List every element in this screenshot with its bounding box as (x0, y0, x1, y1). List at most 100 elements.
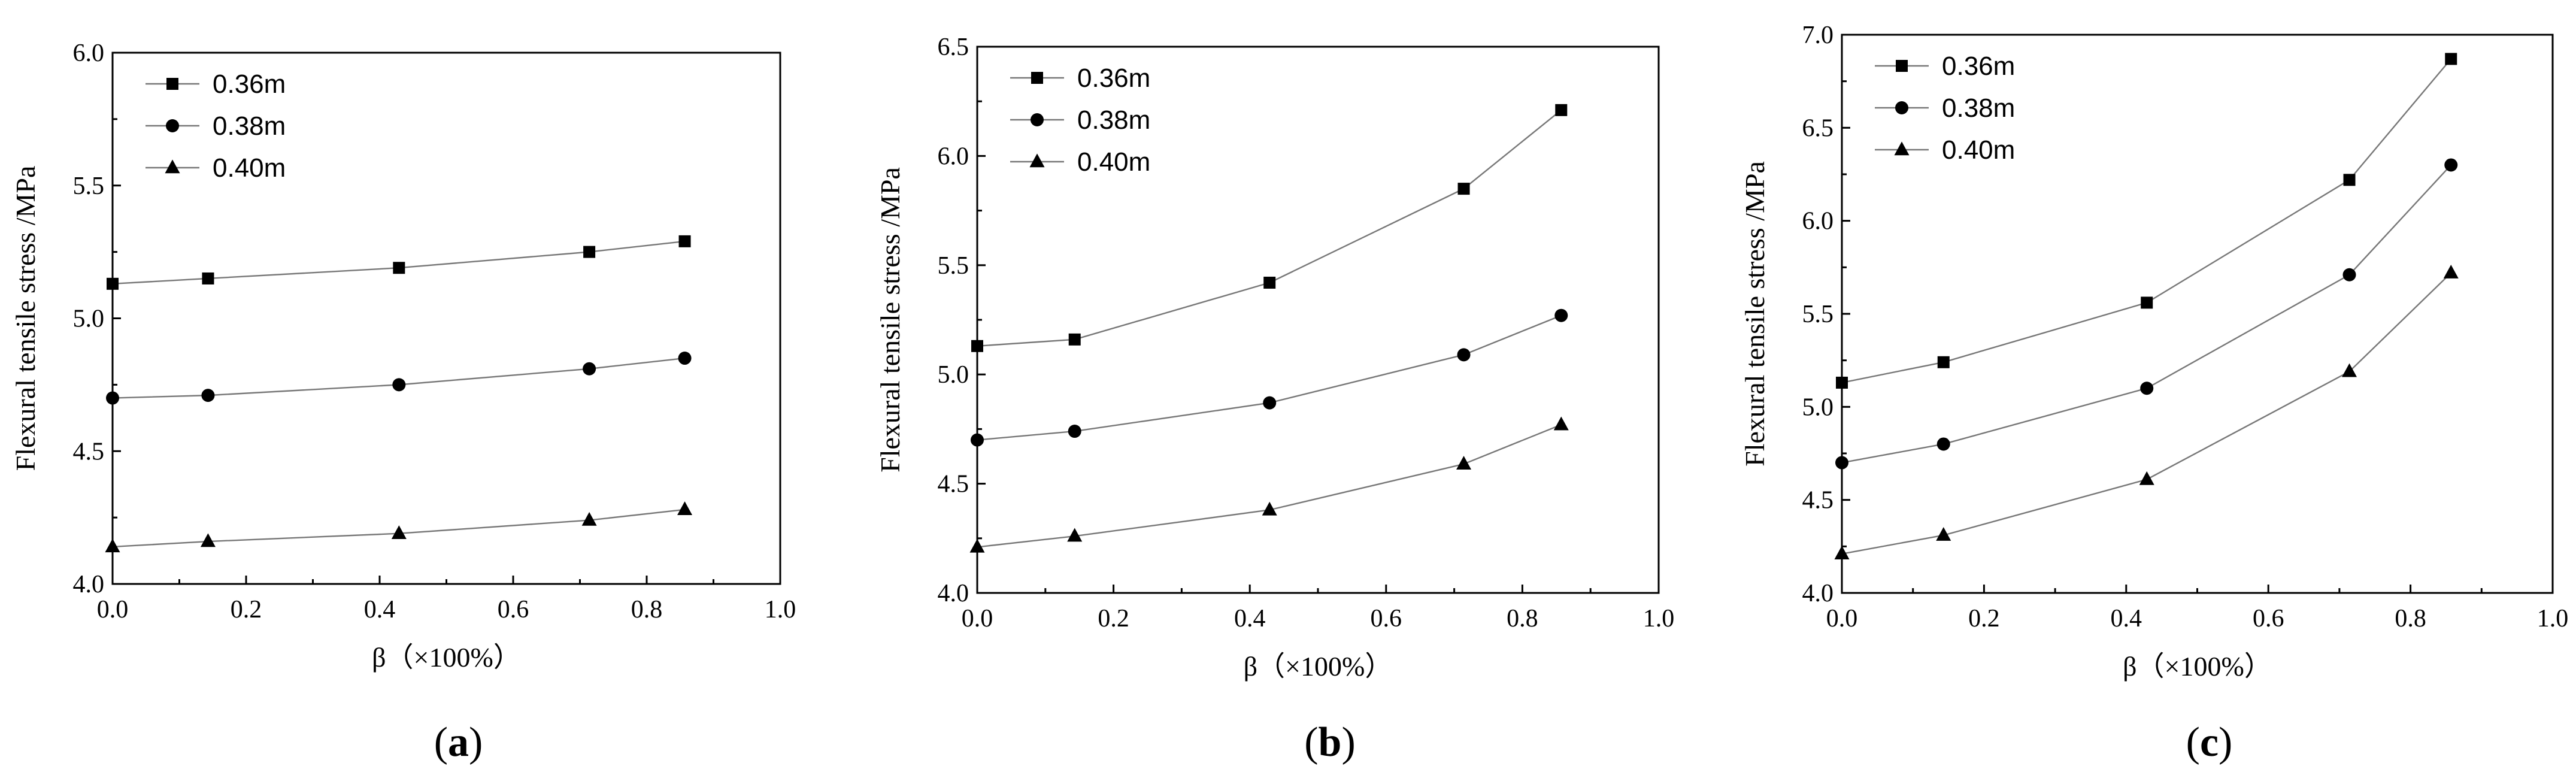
panel-c-series-0.38m-point (1835, 456, 1848, 470)
panel-c-x-tick-label: 0.4 (2111, 605, 2142, 632)
panel-c-legend-label: 0.40m (1942, 135, 2015, 165)
panel-a-y-tick-label: 5.5 (73, 172, 105, 200)
panel-b-y-tick-label: 5.0 (938, 361, 969, 389)
panel-a-series-0.38m-point (106, 391, 119, 405)
panel-b-x-tick-label: 0.8 (1507, 605, 1538, 632)
panel-a-label: (a) (434, 719, 483, 765)
panel-c-legend-marker (1896, 60, 1908, 72)
panel-b-series-0.38m-point (1457, 348, 1471, 362)
panel-a-series-0.38m-point (678, 352, 692, 365)
panel-c-legend-label: 0.38m (1942, 93, 2015, 123)
panel-b-y-axis-label: Flexural tensile stress /MPa (875, 167, 905, 473)
panel-a-x-tick-label: 1.0 (765, 596, 796, 623)
panel-a-series-0.38m-point (583, 362, 596, 376)
panel-b-series-0.38m-point (971, 433, 984, 447)
panel-b-series-0.40m-line (977, 423, 1562, 548)
panel-b-y-tick-label: 6.5 (938, 34, 969, 61)
panel-c-x-tick-label: 0.0 (1826, 605, 1858, 632)
panel-b-series-0.38m-line (977, 314, 1562, 441)
panel-a-series-0.36m-point (678, 235, 691, 247)
panel-c-series-0.38m-line (1841, 164, 2452, 464)
panel-a-legend-label: 0.38m (213, 111, 286, 141)
panel-b-series-0.36m-line (977, 109, 1562, 347)
panel-c-y-axis-label: Flexural tensile stress /MPa (1739, 161, 1770, 467)
panel-c-series-0.38m-point (2444, 158, 2458, 172)
panel-c-series-0.36m-point (2141, 296, 2153, 309)
panel-a-legend-label: 0.40m (213, 153, 286, 183)
panel-a-legend-label: 0.36m (213, 69, 286, 99)
panel-b-series-0.36m-point (1068, 333, 1081, 346)
panel-c-series-0.36m-point (2343, 174, 2356, 186)
panel-a-x-tick-label: 0.4 (364, 596, 396, 623)
panel-c-y-tick-label: 7.0 (1802, 22, 1834, 49)
panel-b-series-0.38m-point (1068, 425, 1081, 438)
panel-c: 0.0 0.2 0.4 0.6 0.8 1.0 4.0 4.5 5.0 5.5 6.0 6.5 7.0 β… (1739, 22, 2568, 765)
panel-a-legend-marker (166, 78, 178, 90)
panel-b-series-0.40m-point (969, 538, 985, 553)
panel-c-series-0.36m-point (1836, 376, 1848, 389)
panel-c-legend-marker (1894, 141, 1910, 156)
panel-a: 0.0 0.2 0.4 0.6 0.8 1.0 4.0 4.5 5.0 5.5 6.0 β（×100%… (10, 40, 796, 765)
panel-b-x-tick-label: 0.4 (1234, 605, 1266, 632)
panel-c-series-0.36m-point (2445, 53, 2457, 65)
panel-c-series-0.40m-line (1841, 272, 2452, 555)
panel-b-series-0.38m-point (1554, 308, 1568, 322)
panel-b-x-tick-label: 1.0 (1643, 605, 1675, 632)
panel-a-series-0.40m-point (677, 501, 693, 516)
panel-c-x-tick-label: 1.0 (2537, 605, 2569, 632)
panel-b-series-0.36m-point (1555, 104, 1568, 116)
panel-c-label: (c) (2186, 719, 2233, 765)
panel-c-legend-marker (1895, 101, 1908, 114)
panel-b-series-0.36m-point (971, 340, 983, 352)
panel-c-series-0.36m-point (1937, 356, 1950, 368)
panel-a-series-0.40m-point (581, 511, 597, 526)
panel-a-y-tick-label: 4.5 (73, 438, 105, 465)
panel-a-series-0.38m-point (392, 378, 406, 392)
panel-a-y-tick-label: 6.0 (73, 40, 105, 67)
panel-a-series-0.36m-point (583, 246, 596, 258)
panel-c-y-tick-label: 4.0 (1802, 580, 1834, 607)
panel-a-legend-marker (165, 159, 180, 174)
panel-a-legend-marker (166, 119, 179, 132)
panel-b-series-0.40m-point (1553, 416, 1569, 431)
panel-b-y-tick-label: 4.5 (938, 471, 969, 498)
panel-c-series-0.38m-point (2342, 268, 2356, 281)
panel-b-x-tick-label: 0.2 (1098, 605, 1129, 632)
panel-a-y-tick-label: 5.0 (73, 305, 105, 333)
panel-c-y-tick-label: 5.5 (1802, 301, 1834, 328)
panel-c-series-0.40m-point (1936, 527, 1951, 541)
panel-a-series-0.36m-point (202, 272, 214, 284)
panel-b-legend-label: 0.40m (1077, 147, 1150, 177)
panel-c-x-tick-label: 0.6 (2253, 605, 2284, 632)
panel-c-y-tick-label: 5.0 (1802, 393, 1834, 421)
panel-c-x-tick-label: 0.2 (1968, 605, 2000, 632)
panel-c-series-0.38m-point (2140, 382, 2154, 395)
panel-a-x-tick-label: 0.8 (631, 596, 663, 623)
panel-c-y-tick-label: 6.5 (1802, 114, 1834, 142)
panel-a-y-axis-label: Flexural tensile stress /MPa (10, 166, 41, 471)
panel-b-y-tick-label: 5.5 (938, 252, 969, 280)
panel-b-legend-marker (1031, 113, 1044, 126)
panel-a-series-0.40m-point (200, 533, 216, 547)
panel-b-y-tick-label: 6.0 (938, 143, 969, 170)
panel-a-series-0.40m-point (391, 525, 407, 539)
panel-b-legend-label: 0.38m (1077, 105, 1150, 135)
panel-b-series-0.40m-point (1067, 528, 1083, 542)
panel-c-y-tick-label: 4.5 (1802, 487, 1834, 514)
panel-b: 0.0 0.2 0.4 0.6 0.8 1.0 4.0 4.5 5.0 5.5 6.0 6.5 β（×1… (875, 34, 1674, 765)
panel-c-x-tick-label: 0.8 (2395, 605, 2426, 632)
panel-b-legend-marker (1031, 72, 1043, 84)
panel-b-series-0.40m-point (1456, 456, 1472, 470)
panel-a-series-0.36m-point (107, 277, 119, 290)
panel-c-legend-label: 0.36m (1942, 52, 2015, 81)
panel-b-x-axis-label: β（×100%） (1244, 651, 1393, 682)
panel-a-series-0.36m-point (393, 262, 405, 274)
panel-a-x-tick-label: 0.0 (97, 596, 129, 623)
panel-c-series-0.40m-point (2139, 471, 2154, 485)
panel-a-x-tick-label: 0.6 (498, 596, 529, 623)
panel-c-series-0.38m-point (1936, 437, 1950, 451)
panel-b-legend-marker (1029, 153, 1045, 168)
panel-b-legend-label: 0.36m (1077, 63, 1150, 93)
panel-c-x-axis-label: β（×100%） (2123, 651, 2272, 682)
